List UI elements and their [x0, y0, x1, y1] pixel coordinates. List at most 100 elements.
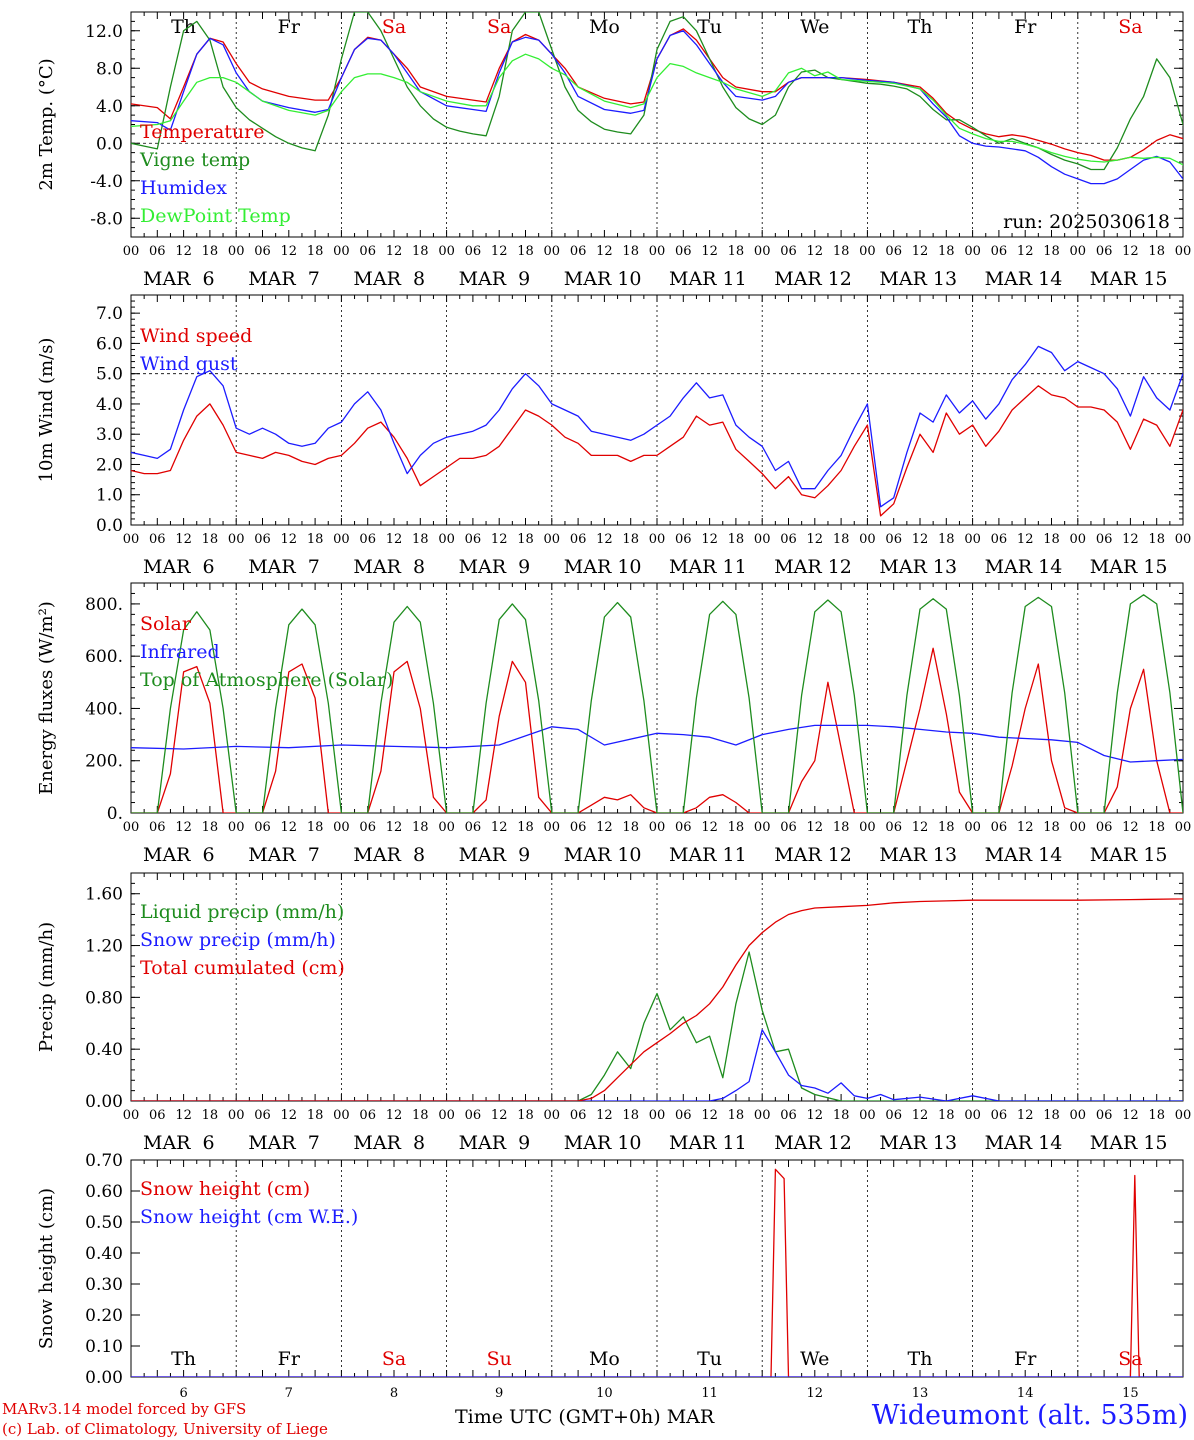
date-label: MAR 9 — [459, 844, 531, 866]
hour-tick-label: 12 — [912, 820, 929, 835]
date-label: MAR 13 — [879, 1132, 957, 1154]
hour-tick-label: 06 — [149, 820, 166, 835]
y-tick-label: -4.0 — [90, 172, 123, 192]
day-name-label: Th — [908, 1348, 933, 1370]
day-number-label: 11 — [701, 1386, 718, 1401]
hour-tick-label: 00 — [333, 244, 350, 259]
date-label: MAR 7 — [248, 844, 320, 866]
day-name-label: Su — [487, 1348, 512, 1370]
hour-tick-label: 12 — [701, 532, 718, 547]
hour-tick-label: 00 — [123, 1108, 140, 1123]
hour-tick-label: 18 — [1043, 1108, 1060, 1123]
hour-tick-label: 06 — [570, 820, 587, 835]
date-label: MAR 15 — [1090, 844, 1168, 866]
legend-entry: Total cumulated (cm) — [140, 957, 345, 979]
hour-tick-label: 18 — [412, 532, 429, 547]
hour-tick-label: 00 — [123, 820, 140, 835]
hour-tick-label: 06 — [570, 1108, 587, 1123]
hour-tick-label: 06 — [465, 1108, 482, 1123]
legend-entry: Liquid precip (mm/h) — [140, 901, 344, 923]
day-name-label: We — [800, 1348, 829, 1370]
y-tick-label: 0. — [107, 804, 123, 824]
day-name-label: Sa — [487, 16, 511, 38]
date-label: MAR 11 — [669, 1132, 747, 1154]
series-line — [131, 724, 1183, 763]
hour-tick-label: 18 — [622, 244, 639, 259]
day-name-label: Th — [908, 16, 933, 38]
legend-entry: Infrared — [140, 641, 220, 663]
hour-tick-label: 06 — [675, 532, 692, 547]
date-label: MAR 14 — [985, 1132, 1063, 1154]
date-label: MAR 15 — [1090, 556, 1168, 578]
hour-tick-label: 00 — [754, 244, 771, 259]
hour-tick-label: 00 — [228, 820, 245, 835]
y-axis-label: Energy fluxes (W/m²) — [36, 601, 57, 795]
series-line — [131, 1168, 1183, 1377]
hour-tick-label: 00 — [228, 1108, 245, 1123]
y-tick-label: 2.0 — [96, 455, 123, 475]
date-label: MAR 13 — [879, 268, 957, 290]
day-name-label: Fr — [1014, 1348, 1037, 1370]
hour-tick-label: 18 — [412, 820, 429, 835]
series-line — [131, 53, 1183, 166]
y-tick-label: 3.0 — [96, 425, 123, 445]
hour-tick-label: 06 — [675, 820, 692, 835]
day-number-label: 6 — [179, 1386, 187, 1401]
hour-tick-label: 06 — [570, 244, 587, 259]
y-tick-label: 200. — [85, 752, 123, 772]
hour-tick-label: 18 — [517, 820, 534, 835]
date-label: MAR 13 — [879, 556, 957, 578]
hour-tick-label: 06 — [780, 244, 797, 259]
hour-tick-label: 18 — [938, 820, 955, 835]
hour-tick-label: 18 — [1043, 820, 1060, 835]
hour-tick-label: 18 — [517, 244, 534, 259]
y-tick-label: 0.80 — [85, 988, 123, 1008]
hour-tick-label: 12 — [1122, 820, 1139, 835]
hour-tick-label: 00 — [438, 1108, 455, 1123]
hour-tick-label: 00 — [649, 244, 666, 259]
station-label: Wideumont (alt. 535m) — [871, 1400, 1188, 1431]
day-number-label: 15 — [1122, 1386, 1139, 1401]
day-name-label: Fr — [1014, 16, 1037, 38]
hour-tick-label: 06 — [149, 1108, 166, 1123]
run-label: run: 2025030618 — [1003, 211, 1170, 233]
day-name-label: Sa — [1118, 16, 1142, 38]
hour-tick-label: 12 — [1017, 820, 1034, 835]
date-label: MAR 12 — [774, 1132, 852, 1154]
date-label: MAR 12 — [774, 844, 852, 866]
series-line — [131, 1029, 1183, 1101]
hour-tick-label: 18 — [833, 820, 850, 835]
hour-tick-label: 12 — [1017, 1108, 1034, 1123]
hour-tick-label: 00 — [544, 244, 561, 259]
y-axis-label: Snow height (cm) — [36, 1188, 57, 1349]
hour-tick-label: 12 — [386, 532, 403, 547]
credit-line-1: MARv3.14 model forced by GFS — [2, 1400, 247, 1418]
series-group — [131, 12, 1183, 185]
hour-tick-label: 18 — [202, 820, 219, 835]
hour-tick-label: 00 — [649, 532, 666, 547]
hour-tick-label: 18 — [728, 532, 745, 547]
hour-tick-label: 12 — [1017, 532, 1034, 547]
hour-tick-label: 06 — [359, 820, 376, 835]
y-tick-label: 0.0 — [96, 134, 123, 154]
hour-tick-label: 18 — [728, 1108, 745, 1123]
series-line — [131, 12, 1183, 171]
hour-tick-label: 00 — [754, 820, 771, 835]
series-group — [131, 594, 1183, 813]
hour-tick-label: 00 — [859, 1108, 876, 1123]
hour-tick-label: 12 — [596, 1108, 613, 1123]
date-label: MAR 12 — [774, 556, 852, 578]
hour-tick-label: 06 — [1096, 532, 1113, 547]
hour-tick-label: 12 — [701, 244, 718, 259]
hour-tick-label: 12 — [912, 532, 929, 547]
hour-tick-label: 00 — [1070, 244, 1087, 259]
hour-tick-label: 06 — [885, 820, 902, 835]
hour-tick-label: 12 — [596, 820, 613, 835]
y-tick-label: 0.30 — [85, 1275, 123, 1295]
hour-tick-label: 06 — [991, 1108, 1008, 1123]
hour-tick-label: 00 — [964, 532, 981, 547]
hour-tick-label: 06 — [991, 532, 1008, 547]
hour-tick-label: 00 — [1070, 532, 1087, 547]
hour-tick-label: 00 — [964, 820, 981, 835]
date-label: MAR 8 — [353, 1132, 425, 1154]
